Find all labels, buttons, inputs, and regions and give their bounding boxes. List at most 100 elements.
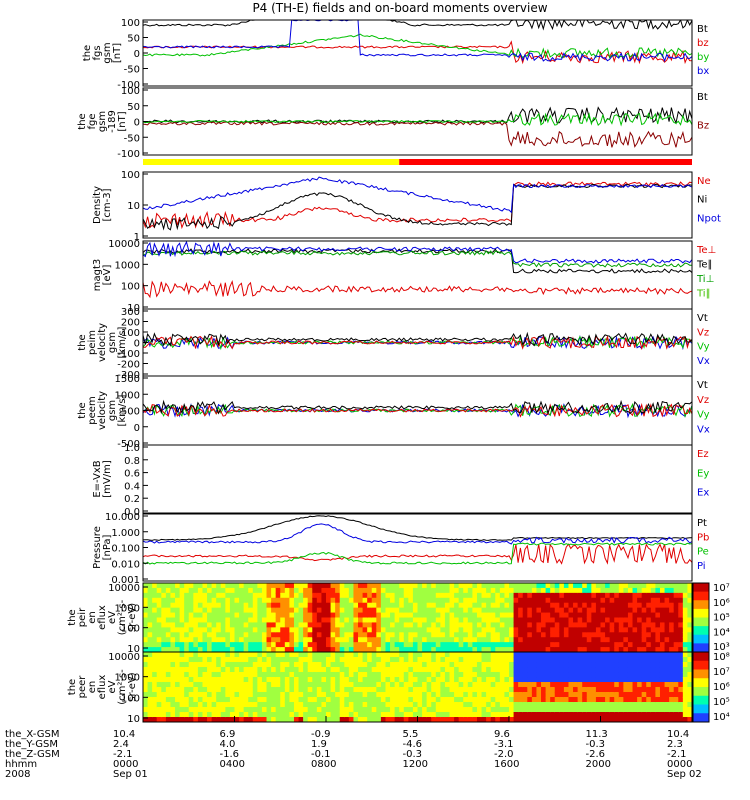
spectrogram-cell bbox=[156, 677, 162, 683]
spectrogram-cell bbox=[559, 612, 565, 619]
spectrogram-cell bbox=[646, 597, 652, 604]
spectrogram-cell bbox=[248, 632, 254, 638]
spectrogram-cell bbox=[554, 632, 560, 638]
spectrogram-cell bbox=[403, 652, 409, 658]
spectrogram-cell bbox=[156, 622, 162, 628]
spectrogram-cell bbox=[220, 607, 226, 614]
spectrogram-cell bbox=[600, 682, 606, 688]
spectrogram-cell bbox=[170, 602, 176, 609]
spectrogram-cell bbox=[335, 583, 341, 589]
spectrogram-cell bbox=[275, 583, 281, 589]
spectrogram-cell bbox=[184, 682, 190, 688]
spectrogram-cell bbox=[207, 622, 213, 628]
spectrogram-cell bbox=[440, 667, 446, 673]
spectrogram-cell bbox=[303, 682, 309, 688]
spectrogram-cell bbox=[637, 592, 643, 599]
spectrogram-cell bbox=[490, 597, 496, 604]
spectrogram-cell bbox=[646, 707, 652, 713]
spectrogram-cell bbox=[188, 642, 194, 648]
spectrogram-cell bbox=[609, 592, 615, 599]
spectrogram-cell bbox=[499, 702, 506, 708]
spectrogram-cell bbox=[207, 607, 213, 614]
spectrogram-cell bbox=[399, 667, 405, 673]
spectrogram-cell bbox=[225, 692, 231, 698]
spectrogram-cell bbox=[266, 627, 272, 633]
series-bt bbox=[143, 106, 692, 125]
spectrogram-cell bbox=[417, 682, 423, 688]
spectrogram-cell bbox=[266, 687, 272, 693]
spectrogram-cell bbox=[495, 647, 501, 652]
spectrogram-cell bbox=[426, 677, 432, 683]
spectrogram-cell bbox=[207, 632, 213, 638]
spectrogram-cell bbox=[632, 617, 638, 624]
spectrogram-cell bbox=[509, 687, 515, 693]
legend-label: Vz bbox=[697, 395, 709, 406]
spectrogram-cell bbox=[641, 583, 647, 589]
spectrogram-cell bbox=[362, 612, 368, 619]
spectrogram-cell bbox=[476, 583, 483, 589]
spectrogram-cell bbox=[312, 627, 318, 633]
spectrogram-cell bbox=[646, 587, 652, 594]
spectrogram-cell bbox=[280, 632, 286, 638]
spectrogram-cell bbox=[650, 597, 656, 604]
spectrogram-cell bbox=[289, 583, 295, 589]
spectrogram-cell bbox=[390, 592, 396, 599]
spectrogram-cell bbox=[394, 702, 400, 708]
spectrogram-cell bbox=[559, 687, 565, 693]
spectrogram-cell bbox=[261, 717, 268, 722]
spectrogram-cell bbox=[637, 622, 643, 628]
spectrogram-cell bbox=[165, 692, 172, 698]
spectrogram-cell bbox=[600, 657, 606, 663]
spectrogram-cell bbox=[426, 583, 432, 589]
spectrogram-cell bbox=[380, 697, 387, 703]
spectrogram-cell bbox=[225, 592, 231, 599]
spectrogram-cell bbox=[422, 712, 428, 718]
spectrogram-cell bbox=[673, 672, 679, 678]
spectrogram-cell bbox=[605, 677, 611, 683]
spectrogram-cell bbox=[646, 637, 652, 643]
spectrogram-cell bbox=[655, 657, 661, 663]
spectrogram-cell bbox=[426, 702, 432, 708]
spectrogram-cell bbox=[687, 583, 692, 589]
spectrogram-cell bbox=[554, 622, 560, 628]
spectrogram-cell bbox=[298, 617, 304, 624]
spectrogram-cell bbox=[463, 642, 469, 648]
spectrogram-cell bbox=[376, 717, 382, 722]
time-axis-value: 4.0 bbox=[220, 739, 236, 750]
spectrogram-cell bbox=[609, 677, 615, 683]
spectrogram-cell bbox=[143, 622, 149, 628]
spectrogram-cell bbox=[293, 687, 300, 693]
y-axis-label-line: en bbox=[87, 611, 98, 624]
spectrogram-cell bbox=[161, 697, 167, 703]
spectrogram-cell bbox=[348, 647, 355, 652]
series-by bbox=[143, 33, 692, 59]
spectrogram-cell bbox=[380, 707, 387, 713]
spectrogram-cell bbox=[518, 687, 524, 693]
spectrogram-cell bbox=[280, 657, 286, 663]
spectrogram-cell bbox=[623, 642, 629, 648]
spectrogram-cell bbox=[362, 672, 368, 678]
spectrogram-cell bbox=[531, 622, 538, 628]
spectrogram-cell bbox=[175, 627, 181, 633]
spectrogram-cell bbox=[390, 622, 396, 628]
spectrogram-cell bbox=[408, 637, 414, 643]
spectrogram-cell bbox=[239, 622, 245, 628]
spectrogram-cell bbox=[207, 712, 213, 718]
spectrogram-cell bbox=[600, 597, 606, 604]
spectrogram-cell bbox=[165, 717, 172, 722]
spectrogram-cell bbox=[239, 642, 245, 648]
spectrogram-cell bbox=[467, 617, 473, 624]
spectrogram-cell bbox=[600, 707, 606, 713]
spectrogram-cell bbox=[380, 607, 387, 614]
spectrogram-cell bbox=[257, 632, 263, 638]
spectrogram-cell bbox=[193, 617, 199, 624]
spectrogram-cell bbox=[353, 697, 359, 703]
spectrogram-cell bbox=[490, 622, 496, 628]
spectrogram-cell bbox=[568, 702, 574, 708]
spectrogram-cell bbox=[426, 592, 432, 599]
spectrogram-cell bbox=[458, 687, 464, 693]
spectrogram-cell bbox=[467, 717, 473, 722]
spectrogram-cell bbox=[266, 707, 272, 713]
spectrogram-cell bbox=[385, 602, 391, 609]
colorbar-swatch bbox=[693, 600, 709, 610]
